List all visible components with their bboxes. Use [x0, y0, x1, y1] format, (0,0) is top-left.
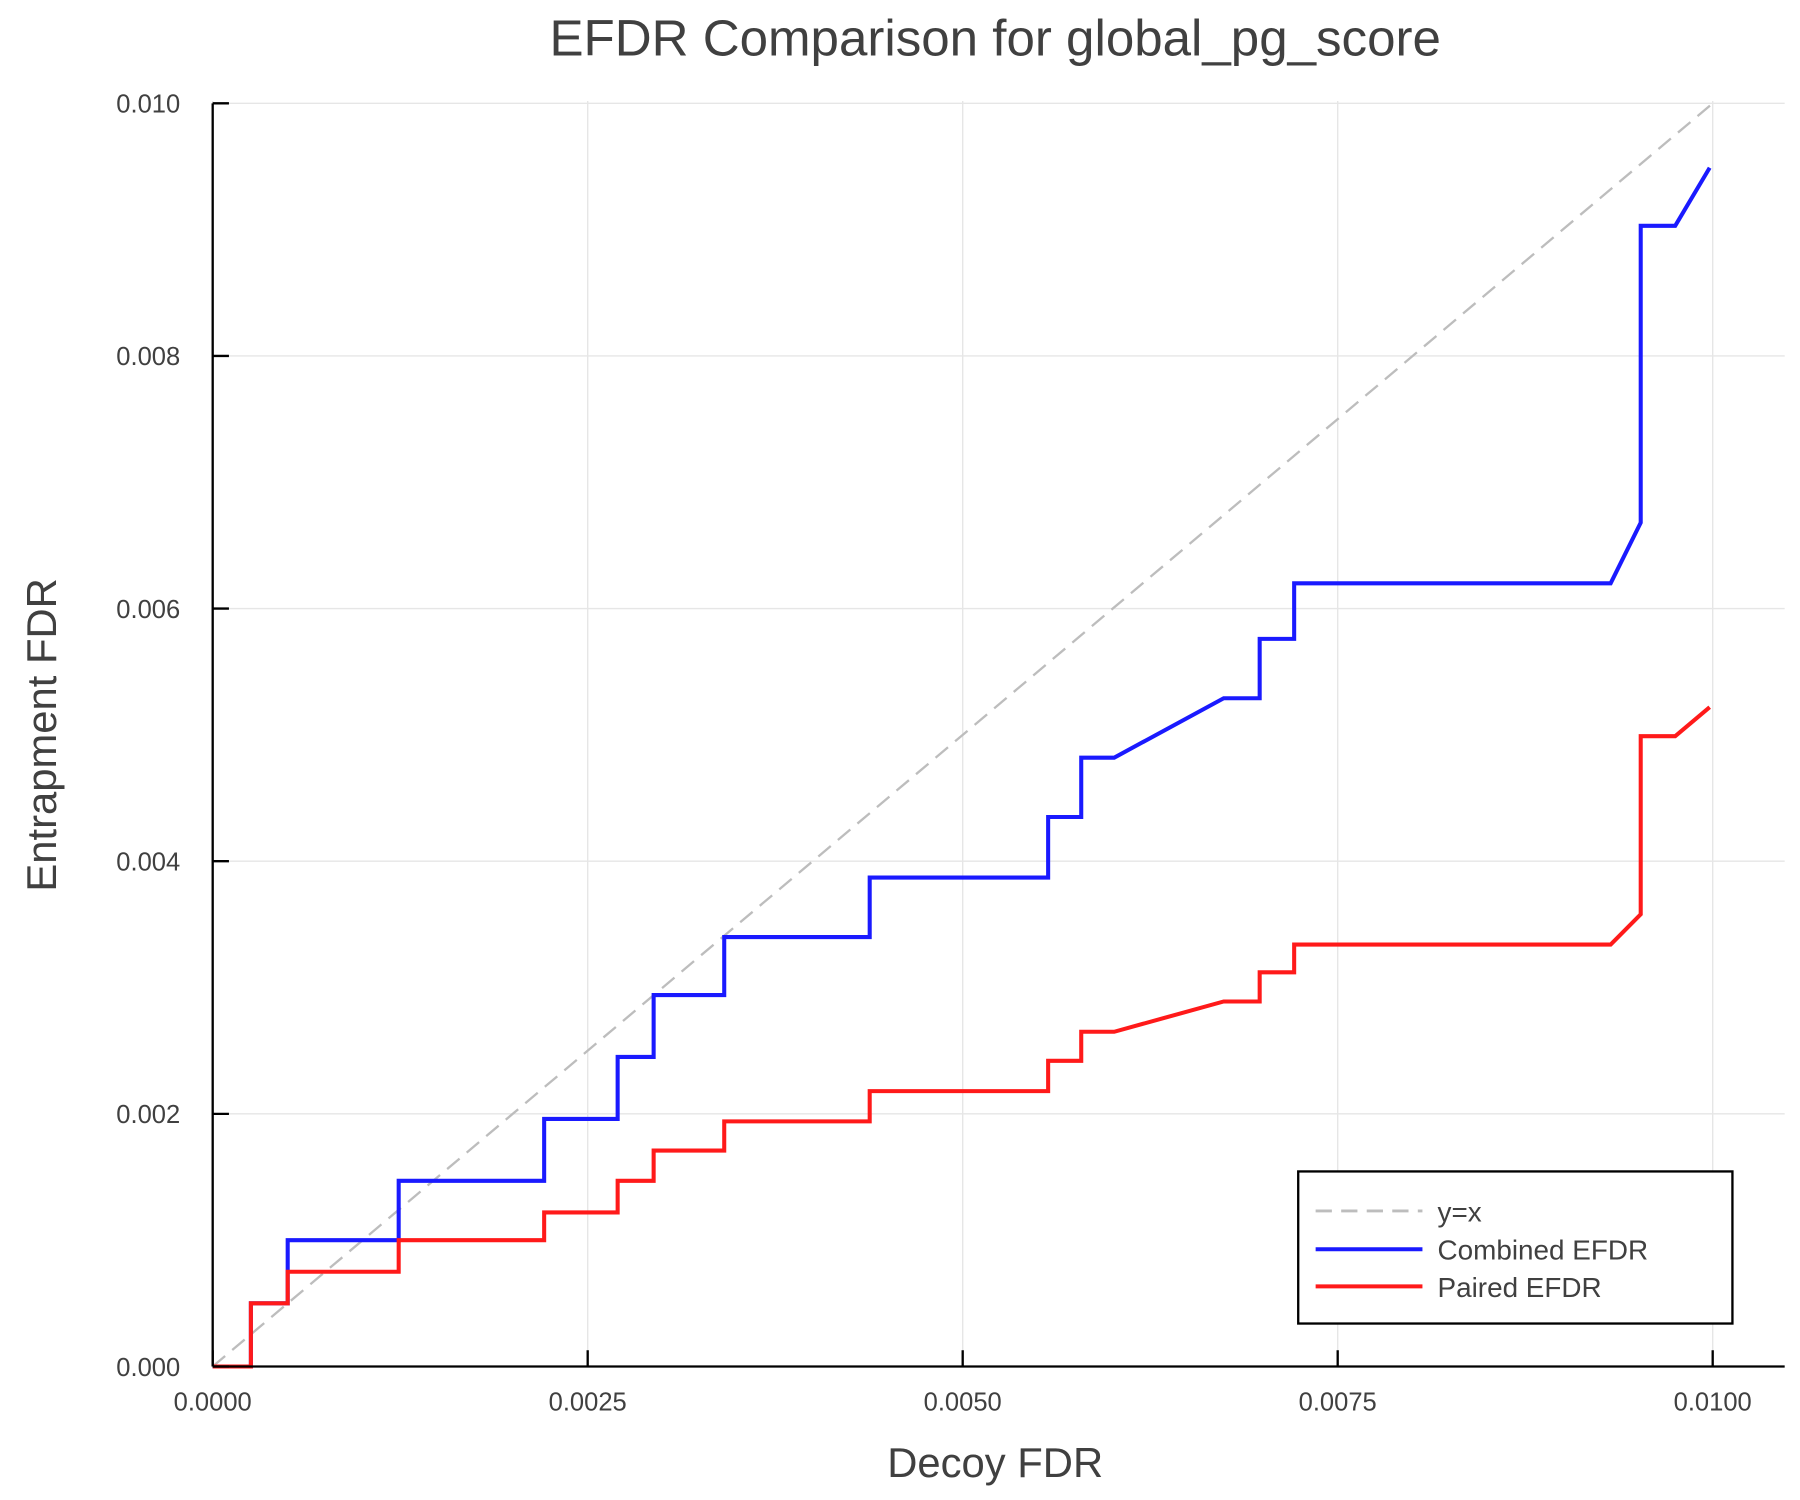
x-tick-label: 0.0025 — [549, 1389, 627, 1417]
x-tick-label: 0.0000 — [174, 1389, 252, 1417]
x-axis-label: Decoy FDR — [887, 1439, 1103, 1486]
y-tick-label: 0.008 — [116, 343, 180, 371]
series-layer — [211, 102, 1714, 1369]
series-line-combined-efdr — [212, 166, 1712, 1369]
chart-title: EFDR Comparison for global_pg_score — [549, 10, 1440, 67]
y-tick-label: 0.004 — [116, 849, 180, 877]
y-tick-label: 0.000 — [116, 1354, 180, 1382]
x-tick-label: 0.0100 — [1674, 1389, 1752, 1417]
series-line-paired-efdr — [212, 705, 1711, 1369]
legend-label-paired: Paired EFDR — [1438, 1272, 1602, 1303]
x-tick-label: 0.0075 — [1299, 1389, 1377, 1417]
y-tick-label: 0.006 — [116, 596, 180, 624]
y-tick-label: 0.002 — [116, 1101, 180, 1129]
y-tick-label: 0.010 — [116, 91, 180, 119]
legend-label-combined: Combined EFDR — [1438, 1235, 1649, 1266]
y-axis-label: Entrapment FDR — [18, 578, 65, 891]
ticks: 0.0000 0.0025 0.0050 0.0075 0.0100 0.000 0.002… — [116, 91, 1751, 1417]
legend: y=x Combined EFDR Paired EFDR — [1297, 1170, 1734, 1325]
series-line-y-x — [211, 102, 1714, 1368]
x-tick-label: 0.0050 — [924, 1389, 1002, 1417]
legend-label-yx: y=x — [1438, 1196, 1482, 1227]
